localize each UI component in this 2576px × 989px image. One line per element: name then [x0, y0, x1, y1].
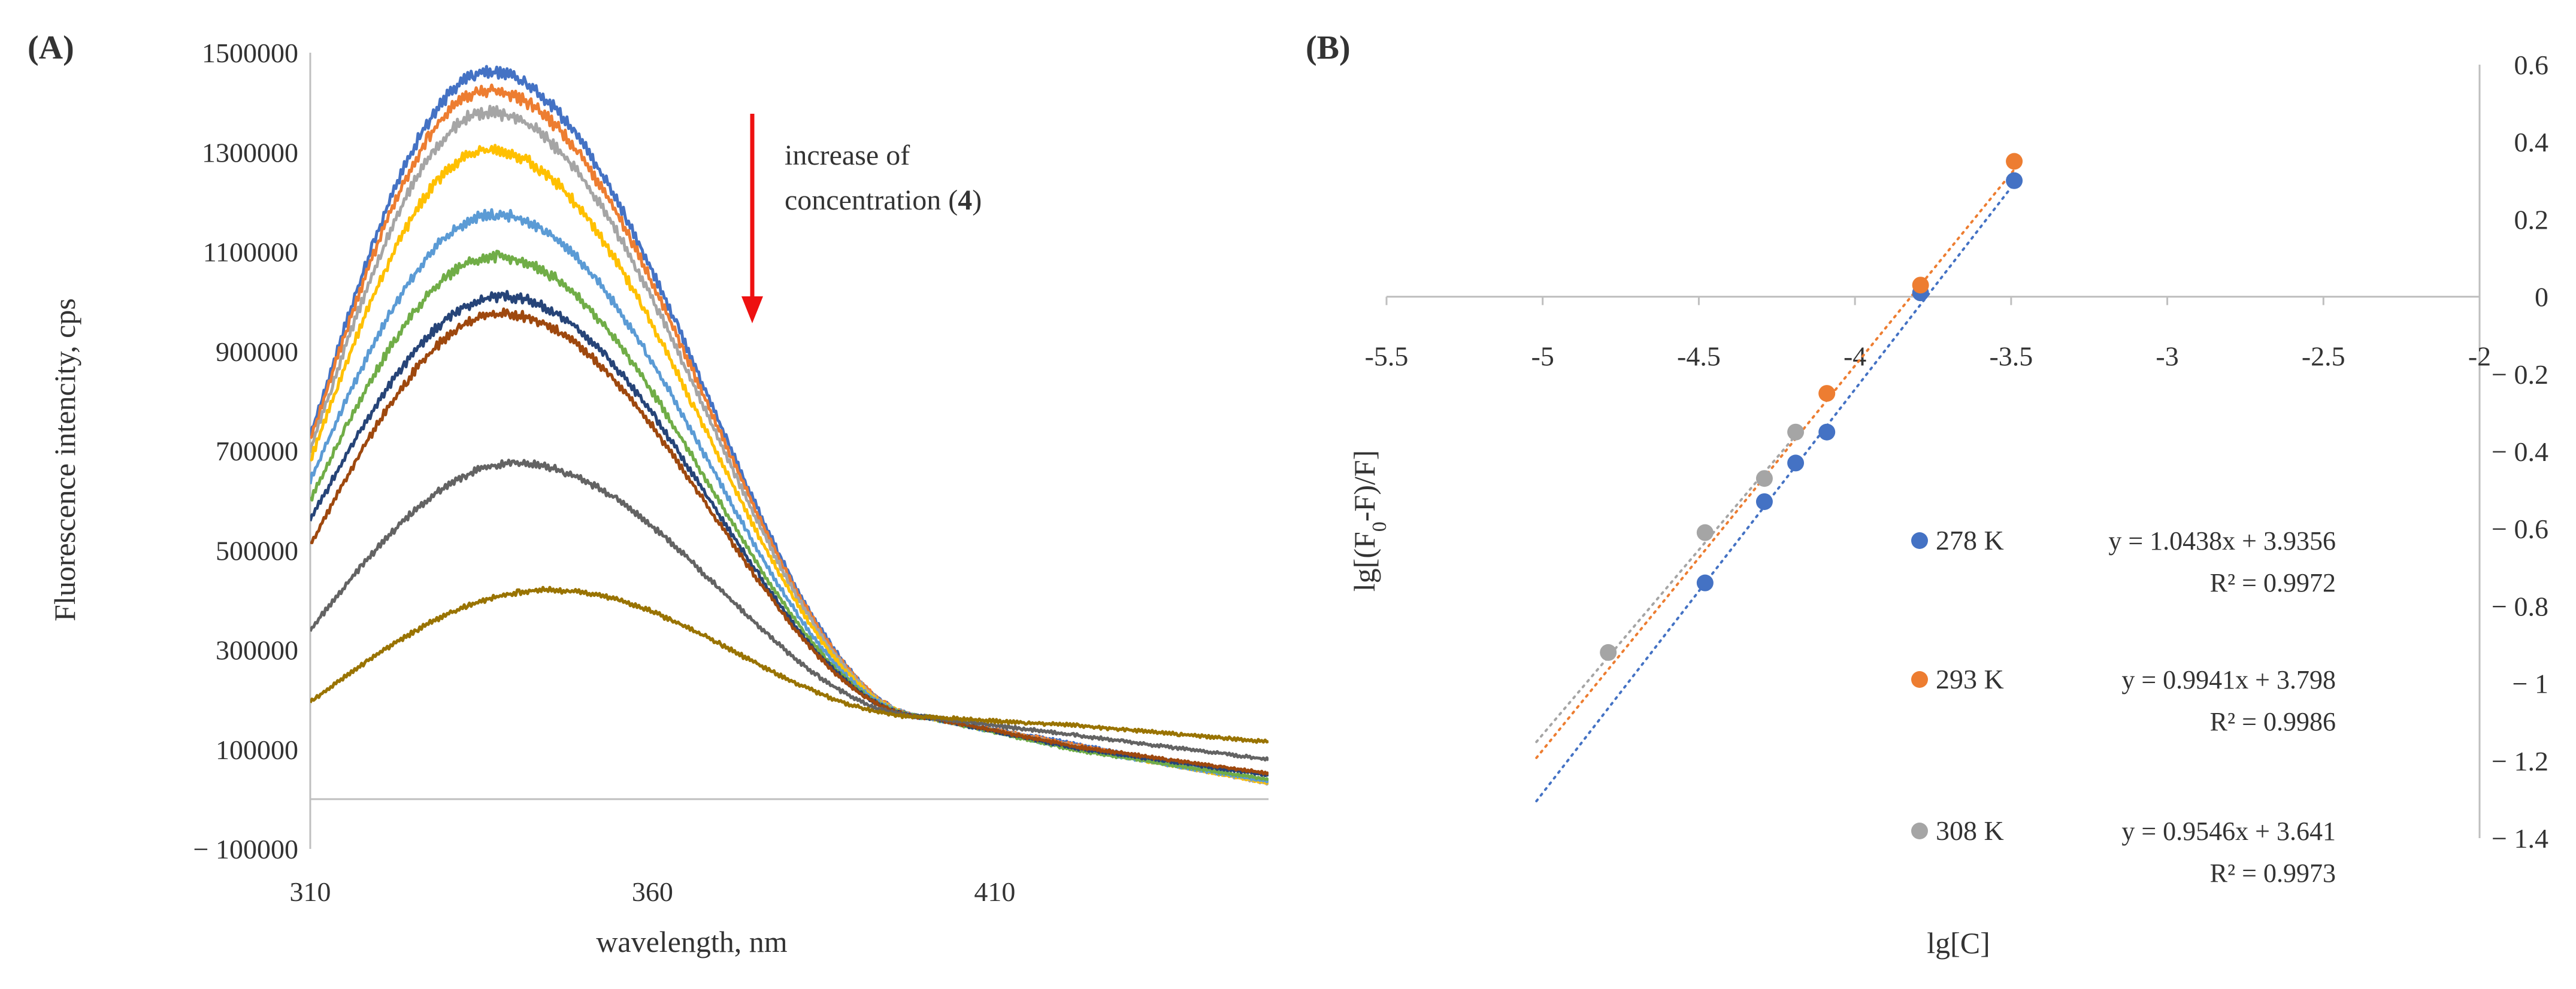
r2-278: R² = 0.9972: [2210, 568, 2336, 597]
legend-308: 308 K y = 0.9546x + 3.641 R² = 0.9973: [1911, 815, 2336, 888]
panel-a-y-tick-label: 1300000: [202, 137, 298, 168]
panel-b-y-tick-label: − 0.6: [2492, 514, 2548, 544]
legend-293-marker: [1911, 671, 1928, 688]
panel-b-x-tick-label: -5.5: [1365, 341, 1409, 372]
panel-a-x-tick-label: 410: [974, 876, 1015, 907]
panel-a-y-axis-label: Fluorescence intencity, cps: [48, 298, 81, 621]
panel-a-y-tick-label: 1100000: [203, 237, 298, 268]
spectrum-curve-6: [310, 250, 1269, 782]
panel-b-x-tick-label: -5: [1531, 341, 1554, 372]
panel-a-curves: [310, 65, 1269, 786]
panel-b-x-tick-label: -3: [2156, 341, 2178, 372]
panel-b-axes: [1387, 65, 2481, 838]
fit-line-278k: [1535, 182, 2016, 803]
fit-line-308k: [1535, 434, 1797, 744]
panel-b-x-ticks: -5.5 -5 -4.5 -4 -3.5 -3 -2.5 -2: [1365, 296, 2491, 372]
data-point-308k: [1787, 423, 1805, 441]
panel-a-x-ticks: 310 360 410: [290, 876, 1016, 907]
panel-b-y-tick-label: − 1.2: [2492, 746, 2548, 776]
equation-308: y = 0.9546x + 3.641: [2121, 817, 2336, 846]
legend-293-label: 293 K: [1936, 664, 2004, 694]
data-point-308k: [1755, 470, 1773, 487]
panel-b-x-axis-label: lg[C]: [1927, 926, 1990, 960]
annotation-line-1: increase of: [785, 139, 910, 171]
data-point-308k: [1600, 644, 1617, 661]
panel-b-y-tick-label: 0.2: [2514, 204, 2549, 235]
data-point-293k: [2006, 153, 2023, 170]
data-point-293k: [1912, 277, 1929, 294]
panel-a: (A) − 100000 100000 300000 500000 700000 9000…: [28, 29, 1269, 958]
panel-b-x-tick-label: -2.5: [2302, 341, 2345, 372]
panel-a-y-tick-label: − 100000: [193, 834, 298, 864]
r2-293: R² = 0.9986: [2210, 707, 2336, 736]
legend-278: 278 K y = 1.0438x + 3.9356 R² = 0.9972: [1911, 525, 2336, 597]
concentration-arrow: [741, 114, 763, 323]
equation-278: y = 1.0438x + 3.9356: [2108, 526, 2336, 556]
panel-b-x-tick-label: -3.5: [1989, 341, 2033, 372]
panel-b-y-tick-label: − 1: [2513, 669, 2548, 699]
spectrum-curve-1: [310, 65, 1269, 784]
data-point-278k: [1696, 574, 1714, 591]
panel-a-y-tick-label: 300000: [216, 635, 298, 666]
panel-b-x-tick-label: -4.5: [1677, 341, 1721, 372]
equation-293: y = 0.9941x + 3.798: [2121, 665, 2336, 694]
legend-293: 293 K y = 0.9941x + 3.798 R² = 0.9986: [1911, 664, 2336, 736]
data-point-278k: [1818, 423, 1836, 441]
panel-b-y-tick-label: − 0.2: [2492, 359, 2548, 390]
spectrum-curve-9: [310, 459, 1269, 762]
panel-b-y-axis-label: lg[(F0-F)/F]: [1348, 450, 1391, 591]
panel-b-points: [1600, 153, 2023, 661]
data-point-308k: [1696, 524, 1714, 541]
panel-a-y-tick-label: 900000: [216, 336, 298, 367]
data-point-293k: [1818, 385, 1836, 402]
panel-b-y-ticks: − 1.4 − 1.2 − 1 − 0.8 − 0.6 − 0.4 − 0.2 0 0.2 0.4…: [2492, 50, 2548, 854]
panel-a-y-tick-label: 500000: [216, 535, 298, 566]
panel-a-x-axis-label: wavelength, nm: [596, 925, 787, 958]
r2-308: R² = 0.9973: [2210, 858, 2336, 888]
arrow-head: [741, 296, 763, 323]
legend-308-label: 308 K: [1936, 815, 2004, 846]
panel-a-y-tick-label: 100000: [216, 735, 298, 765]
panel-b-fit-lines: [1535, 168, 2016, 803]
panel-b: (B) -5.5 -5 -4.5 -4 -3.5 -3 -2.5 -2 − 1.4− 1.2−…: [1306, 29, 2548, 960]
panel-a-label: (A): [28, 29, 74, 66]
panel-b-y-tick-label: − 0.4: [2492, 436, 2548, 467]
legend-278-label: 278 K: [1936, 525, 2004, 556]
panel-b-y-tick-label: 0: [2535, 282, 2548, 313]
annotation-line-2: concentration (4): [785, 184, 982, 216]
spectrum-curve-8: [310, 307, 1269, 776]
panel-b-label: (B): [1306, 29, 1351, 66]
panel-a-y-ticks: − 100000 100000 300000 500000 700000 900000 11…: [193, 38, 298, 864]
panel-a-y-tick-label: 700000: [216, 436, 298, 466]
panel-b-y-tick-label: − 1.4: [2492, 823, 2548, 854]
panel-b-y-tick-label: 0.4: [2514, 127, 2549, 157]
fit-line-293k: [1535, 168, 2016, 759]
panel-b-y-tick-label: 0.6: [2514, 50, 2549, 80]
legend-278-marker: [1911, 532, 1928, 549]
panel-a-y-tick-label: 1500000: [202, 38, 298, 68]
spectrum-curve-4: [310, 144, 1269, 785]
panel-a-x-tick-label: 310: [290, 876, 331, 907]
panel-a-x-tick-label: 360: [632, 876, 673, 907]
spectrum-curve-7: [310, 290, 1269, 777]
spectrum-curve-10: [310, 585, 1269, 744]
spectrum-curve-5: [310, 208, 1269, 784]
data-point-278k: [1787, 454, 1805, 472]
legend-308-marker: [1911, 823, 1928, 839]
panel-b-x-tick-label: -2: [2468, 341, 2491, 372]
data-point-278k: [2006, 172, 2023, 189]
data-point-278k: [1755, 493, 1773, 510]
panel-b-y-tick-label: − 0.8: [2492, 591, 2548, 621]
